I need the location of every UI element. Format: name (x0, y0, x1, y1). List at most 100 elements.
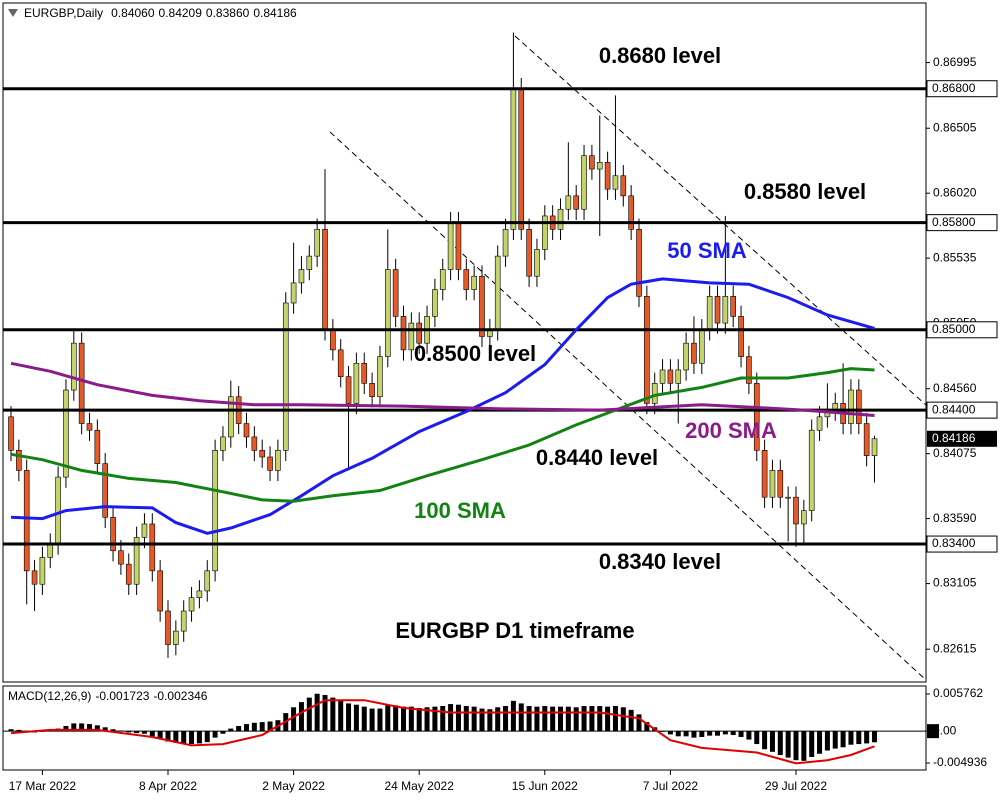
macd-bar (777, 731, 783, 756)
macd-bar (487, 709, 493, 732)
price-box (926, 401, 998, 419)
macd-bar (550, 706, 556, 732)
price-box-label: 0.84400 (932, 402, 976, 416)
macd-bar (683, 731, 689, 737)
sma-line (10, 367, 875, 503)
y-tick-label: 0.86995 (933, 55, 977, 69)
candle-body (337, 349, 344, 377)
candle-body (377, 356, 383, 398)
price-box-label: 0.83400 (932, 536, 976, 550)
candle-body (801, 510, 807, 525)
macd-bar (212, 731, 218, 738)
candle-body (471, 275, 477, 290)
candle-body (39, 557, 46, 585)
candle-body (384, 269, 391, 357)
macd-bar (16, 729, 22, 732)
x-tick-label: 7 Jul 2022 (643, 779, 699, 793)
candle-body (290, 282, 297, 304)
macd-title: MACD(12,26,9) (8, 689, 91, 703)
candle-body (133, 537, 140, 585)
macd-bar (314, 693, 320, 732)
candle-body (541, 215, 548, 250)
macd-bar (628, 709, 634, 732)
candle-body (63, 389, 69, 478)
candle-body (141, 523, 148, 538)
candle-body (691, 342, 697, 364)
candle-body (212, 450, 218, 572)
candle-body (479, 275, 485, 337)
macd-bar (361, 706, 367, 732)
macd-bar (558, 706, 563, 732)
sma-line (10, 277, 875, 535)
open-label: 0.84060 (111, 6, 155, 20)
macd-bar (691, 731, 697, 738)
candle-body (173, 630, 179, 645)
macd-bar (872, 731, 877, 743)
candle-body (494, 255, 501, 331)
macd-bar (63, 726, 69, 732)
macd-bar (228, 728, 234, 732)
macd-header: MACD(12,26,9) -0.001723 -0.002346 (8, 689, 208, 703)
high-label: 0.84209 (159, 6, 203, 20)
y-tick-label: 0.005762 (933, 686, 983, 700)
macd-bar (738, 731, 744, 737)
candle-body (345, 376, 352, 404)
macd-bar (448, 704, 454, 732)
y-tick-label: 0.83590 (933, 511, 977, 525)
candle-body (463, 269, 470, 290)
current-price-label: 0.84186 (932, 431, 976, 445)
candle-body (573, 195, 580, 210)
level-label: 0.8500 level (414, 341, 536, 366)
macd-bar (157, 731, 163, 739)
macd-bar (181, 731, 187, 744)
macd-bar (440, 706, 446, 732)
macd-bar (526, 706, 532, 732)
candle-body (78, 342, 85, 424)
candle-body (871, 438, 878, 456)
candle-body (330, 329, 336, 351)
level-label: 0.8440 level (536, 445, 658, 470)
macd-bar (259, 722, 265, 732)
candle-body (502, 229, 509, 257)
candle-body (785, 496, 791, 499)
y-tick-label: 0.84075 (933, 446, 977, 460)
macd-bar (102, 727, 108, 732)
candle-body (180, 610, 187, 632)
candle-body (753, 383, 760, 451)
candle-body (110, 516, 116, 552)
signal-line (10, 699, 875, 765)
candle-body (204, 570, 211, 592)
macd-bar (424, 707, 430, 732)
candle-body (243, 423, 250, 438)
macd-bar (605, 706, 611, 732)
candle-body (746, 356, 752, 384)
macd-bar (620, 707, 626, 732)
macd-bar (832, 731, 838, 749)
macd-bar (94, 725, 100, 732)
candle-body (228, 396, 234, 438)
macd-bar (393, 705, 399, 732)
macd-bar (785, 731, 791, 758)
macd-bar (762, 731, 768, 750)
low-label: 0.83860 (206, 6, 250, 20)
x-tick-label: 15 Jun 2022 (512, 779, 578, 793)
candle-body (94, 429, 101, 465)
candle-body (306, 255, 313, 270)
candle-body (604, 162, 611, 190)
macd-bar (793, 731, 799, 761)
macd-bar (149, 731, 155, 737)
candle-body (738, 316, 744, 357)
candle-body (165, 610, 171, 645)
candle-body (71, 342, 77, 391)
y-tick-label: 0.85535 (933, 250, 977, 264)
macd-bar (244, 724, 249, 732)
candle-body (447, 222, 454, 270)
macd-bar (79, 723, 85, 732)
candle-body (675, 369, 682, 384)
candle-body (761, 450, 768, 498)
macd-bar (110, 729, 116, 732)
candle-body (714, 295, 721, 324)
candle-body (314, 229, 320, 257)
candle-body (361, 362, 368, 384)
